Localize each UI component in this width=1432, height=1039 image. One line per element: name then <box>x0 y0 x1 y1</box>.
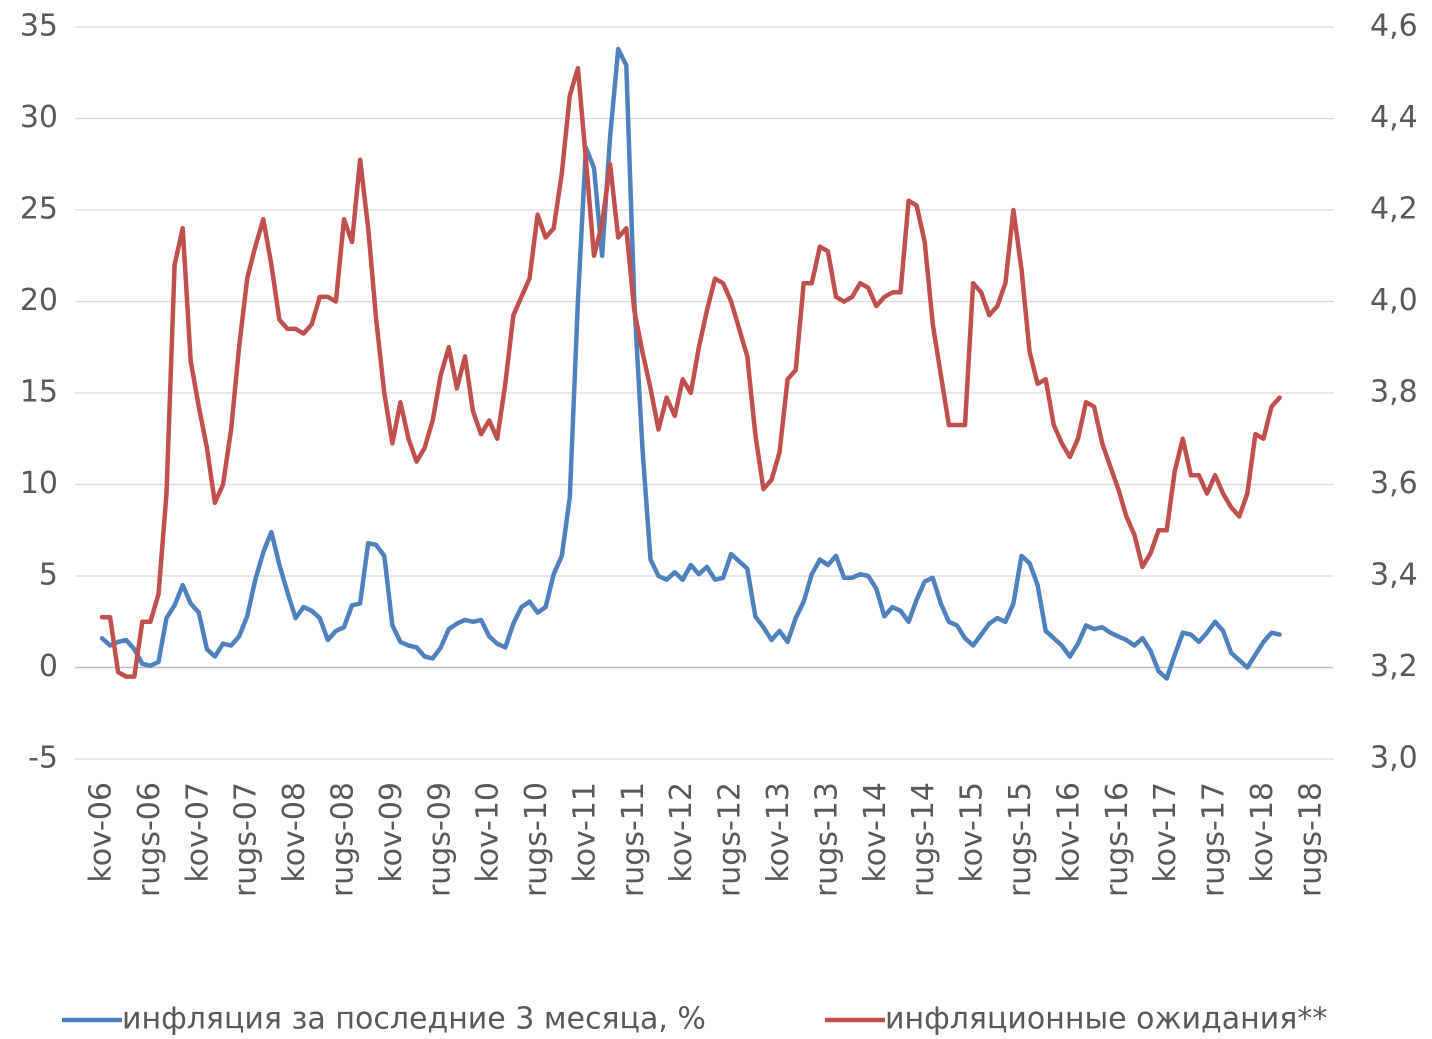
x-tick-label: kov-17 <box>1148 782 1183 883</box>
y2-tick-label: 4,0 <box>1370 283 1418 318</box>
x-tick-label: kov-18 <box>1245 782 1280 883</box>
y-tick-label: 15 <box>20 375 58 410</box>
x-tick-label: kov-08 <box>277 782 312 883</box>
y-tick-label: 35 <box>20 9 58 44</box>
y2-tick-label: 4,6 <box>1370 9 1418 44</box>
y-tick-label: -5 <box>28 741 58 776</box>
series-line <box>99 65 1282 679</box>
series-line <box>99 46 1282 681</box>
y2-tick-label: 3,6 <box>1370 466 1418 501</box>
x-tick-label: rugs-11 <box>616 782 651 897</box>
y2-tick-label: 3,2 <box>1370 649 1418 684</box>
y-tick-label: 0 <box>39 649 58 684</box>
y-tick-label: 10 <box>20 466 58 501</box>
x-tick-label: kov-07 <box>180 782 215 883</box>
y-tick-label: 5 <box>39 558 58 593</box>
x-tick-label: kov-16 <box>1051 782 1086 883</box>
y2-tick-label: 4,4 <box>1370 100 1418 135</box>
x-tick-label: rugs-12 <box>713 782 748 897</box>
x-tick-label: kov-06 <box>84 782 119 883</box>
y-tick-label: 20 <box>20 283 58 318</box>
x-tick-label: kov-10 <box>471 782 506 883</box>
x-tick-label: rugs-08 <box>325 782 360 897</box>
y2-tick-label: 3,0 <box>1370 741 1418 776</box>
x-tick-label: rugs-09 <box>422 782 457 897</box>
x-tick-label: kov-11 <box>567 782 602 883</box>
y-tick-label: 30 <box>20 100 58 135</box>
y-tick-label: 25 <box>20 192 58 227</box>
y2-tick-label: 3,8 <box>1370 375 1418 410</box>
y2-tick-label: 3,4 <box>1370 558 1418 593</box>
x-tick-label: kov-12 <box>664 782 699 883</box>
x-tick-label: kov-13 <box>761 782 796 883</box>
y2-tick-label: 4,2 <box>1370 192 1418 227</box>
x-tick-label: rugs-17 <box>1197 782 1232 897</box>
x-tick-label: rugs-13 <box>809 782 844 897</box>
x-tick-label: rugs-10 <box>519 782 554 897</box>
legend-label: инфляционные ожидания** <box>885 1002 1327 1037</box>
x-tick-label: kov-15 <box>955 782 990 883</box>
x-tick-label: rugs-16 <box>1100 782 1135 897</box>
x-tick-label: rugs-15 <box>1003 782 1038 897</box>
x-tick-label: rugs-18 <box>1293 782 1328 897</box>
x-tick-label: rugs-06 <box>132 782 167 897</box>
x-tick-label: kov-09 <box>374 782 409 883</box>
legend-label: инфляция за последние 3 месяца, % <box>122 1002 706 1037</box>
x-tick-label: rugs-14 <box>906 782 941 897</box>
x-tick-label: kov-14 <box>858 782 893 883</box>
x-tick-label: rugs-07 <box>229 782 264 897</box>
